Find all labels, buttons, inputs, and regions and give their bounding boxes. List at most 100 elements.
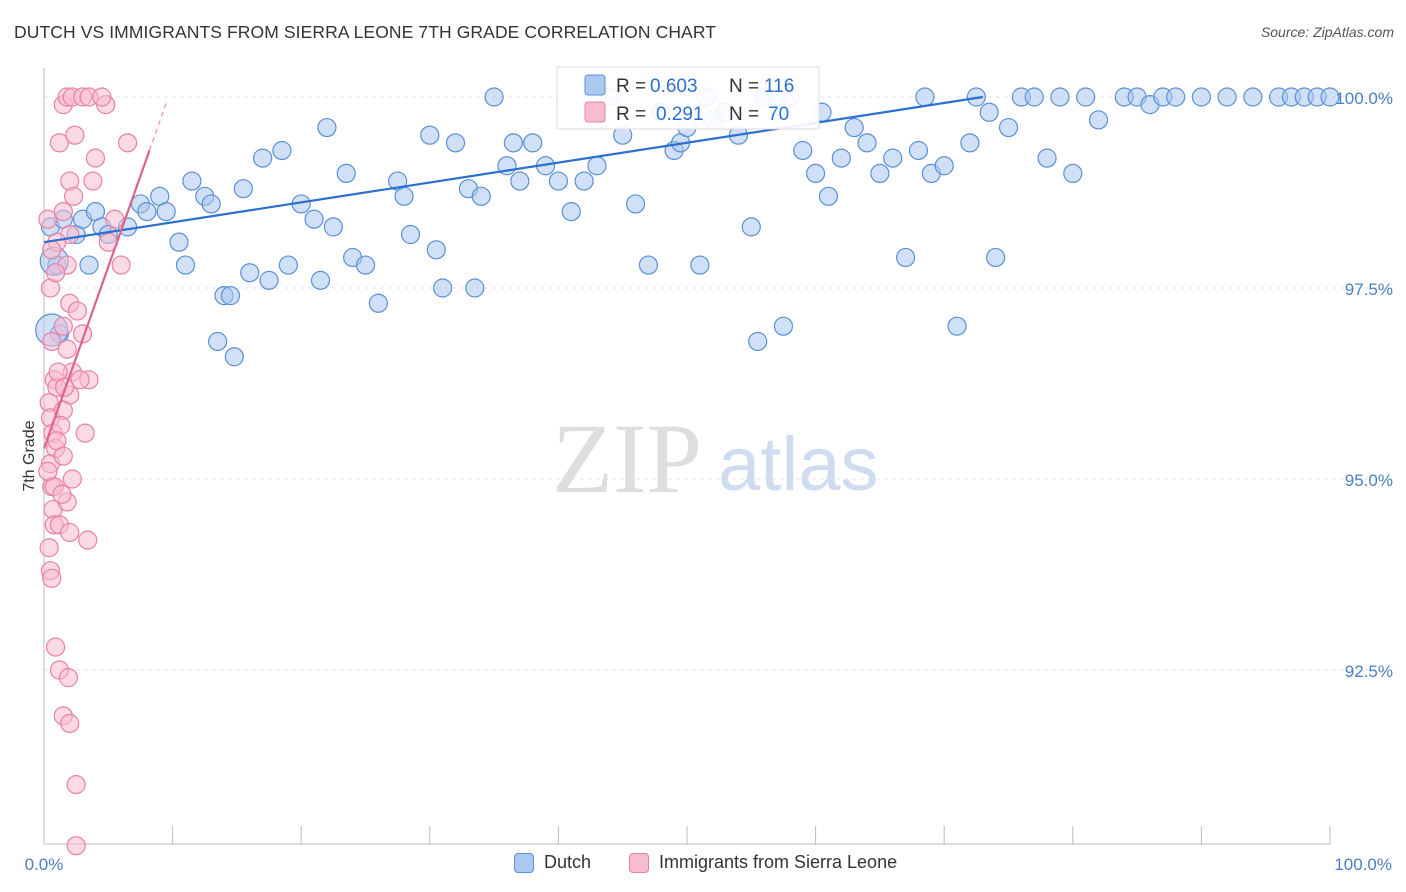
- sierra-leone-point: [117, 133, 138, 153]
- dutch-point: [310, 270, 331, 290]
- legend-r-value-sierra-leone: 0.291: [656, 104, 704, 125]
- sierra-leone-point: [60, 522, 80, 543]
- dutch-point: [934, 156, 954, 176]
- bottom-legend-item-sierra-leone[interactable]: Immigrants from Sierra Leone: [629, 852, 897, 873]
- dutch-point: [182, 171, 202, 191]
- dutch-point: [1217, 87, 1237, 107]
- dutch-point: [79, 255, 99, 275]
- dutch-point: [433, 278, 453, 298]
- y-tick-labels: 100.0% 97.5% 95.0% 92.5%: [1335, 89, 1393, 681]
- sierra-leone-point: [45, 263, 66, 283]
- sierra-leone-point: [60, 713, 80, 734]
- dutch-point: [741, 217, 761, 237]
- sierra-leone-point: [105, 209, 125, 229]
- dutch-point: [523, 133, 543, 153]
- dutch-point: [278, 255, 298, 275]
- bottom-legend-label-dutch: Dutch: [544, 852, 592, 872]
- dutch-point: [818, 186, 839, 206]
- dutch-point: [587, 156, 607, 176]
- sierra-leone-point: [38, 209, 58, 229]
- dutch-point: [426, 240, 446, 260]
- y-tick-label: 95.0%: [1345, 471, 1393, 490]
- dutch-point: [368, 293, 388, 313]
- dutch-points: [35, 87, 1340, 367]
- y-tick-label: 100.0%: [1335, 89, 1393, 108]
- dutch-point: [1088, 110, 1109, 130]
- dutch-point: [336, 163, 356, 183]
- sierra-leone-point: [53, 202, 73, 222]
- bottom-legend-swatch-dutch: [514, 852, 534, 873]
- dutch-point: [625, 194, 646, 214]
- legend-r-label-sierra-leone: R =: [616, 104, 646, 125]
- dutch-point: [317, 117, 337, 138]
- bottom-legend-label-sierra-leone: Immigrants from Sierra Leone: [659, 852, 898, 872]
- dutch-point: [224, 347, 244, 367]
- dutch-point: [1076, 87, 1096, 107]
- dutch-point: [137, 202, 157, 222]
- dutch-point: [156, 202, 176, 222]
- bottom-legend: Dutch Immigrants from Sierra Leone: [0, 852, 1406, 876]
- sierra-leone-point: [42, 568, 62, 588]
- dutch-point: [1243, 87, 1263, 107]
- source-label: Source: ZipAtlas.com: [1260, 24, 1394, 40]
- dutch-point: [503, 133, 523, 153]
- dutch-point: [793, 140, 813, 161]
- dutch-point: [484, 87, 504, 107]
- dutch-point: [420, 125, 440, 145]
- dutch-point: [201, 194, 221, 214]
- dutch-point: [323, 217, 343, 237]
- y-axis-title: 7th Grade: [21, 420, 38, 491]
- dutch-point: [947, 316, 967, 336]
- x-tick-min: 0.0%: [25, 855, 64, 874]
- legend-swatch-dutch: [584, 74, 606, 96]
- sierra-leone-point: [38, 461, 58, 481]
- sierra-leone-point: [65, 125, 85, 145]
- dutch-point: [748, 331, 768, 352]
- legend-n-label-dutch: N =: [729, 76, 759, 97]
- dutch-point: [394, 186, 414, 206]
- dutch-point: [960, 133, 980, 153]
- dutch-point: [908, 140, 929, 161]
- sierra-leone-point: [49, 133, 70, 153]
- dutch-point: [638, 255, 659, 275]
- sierra-leone-point: [66, 774, 86, 795]
- dutch-point: [805, 163, 826, 183]
- dutch-point: [915, 87, 935, 107]
- dutch-point: [272, 140, 292, 161]
- trend-line-sierra-leone: [42, 150, 151, 449]
- x-tick-max: 100.0%: [1334, 855, 1392, 874]
- dutch-point: [175, 255, 196, 275]
- dutch-point: [1063, 163, 1083, 183]
- dutch-point: [1050, 87, 1070, 107]
- dutch-point: [1191, 87, 1212, 107]
- sierra-leone-points: [38, 87, 138, 856]
- dutch-point: [574, 171, 594, 191]
- dutch-point: [831, 148, 851, 168]
- sierra-leone-point: [75, 423, 95, 443]
- trend-lines: [42, 95, 983, 449]
- dutch-point: [253, 148, 273, 168]
- dutch-point: [1024, 87, 1044, 107]
- sierra-leone-point: [83, 171, 103, 191]
- dutch-point: [561, 202, 581, 222]
- bottom-legend-item-dutch[interactable]: Dutch: [514, 852, 591, 873]
- dutch-point: [690, 255, 710, 275]
- dutch-point: [220, 286, 241, 306]
- dutch-point: [400, 224, 421, 245]
- watermark-zip: ZIP: [552, 403, 702, 514]
- sierra-leone-point: [53, 446, 73, 466]
- sierra-leone-point: [53, 316, 73, 336]
- sierra-leone-point: [39, 538, 59, 558]
- sierra-leone-point: [42, 331, 62, 352]
- y-tick-label: 97.5%: [1345, 280, 1393, 299]
- bottom-legend-swatch-sierra-leone: [629, 852, 649, 873]
- sierra-leone-point: [42, 240, 62, 260]
- sierra-leone-point: [62, 469, 82, 489]
- sierra-leone-point: [58, 668, 79, 688]
- sierra-leone-point: [70, 370, 90, 390]
- sierra-leone-point: [92, 87, 112, 107]
- dutch-point: [1320, 87, 1340, 107]
- legend-swatch-sierra-leone: [584, 101, 606, 123]
- dutch-point: [465, 278, 485, 298]
